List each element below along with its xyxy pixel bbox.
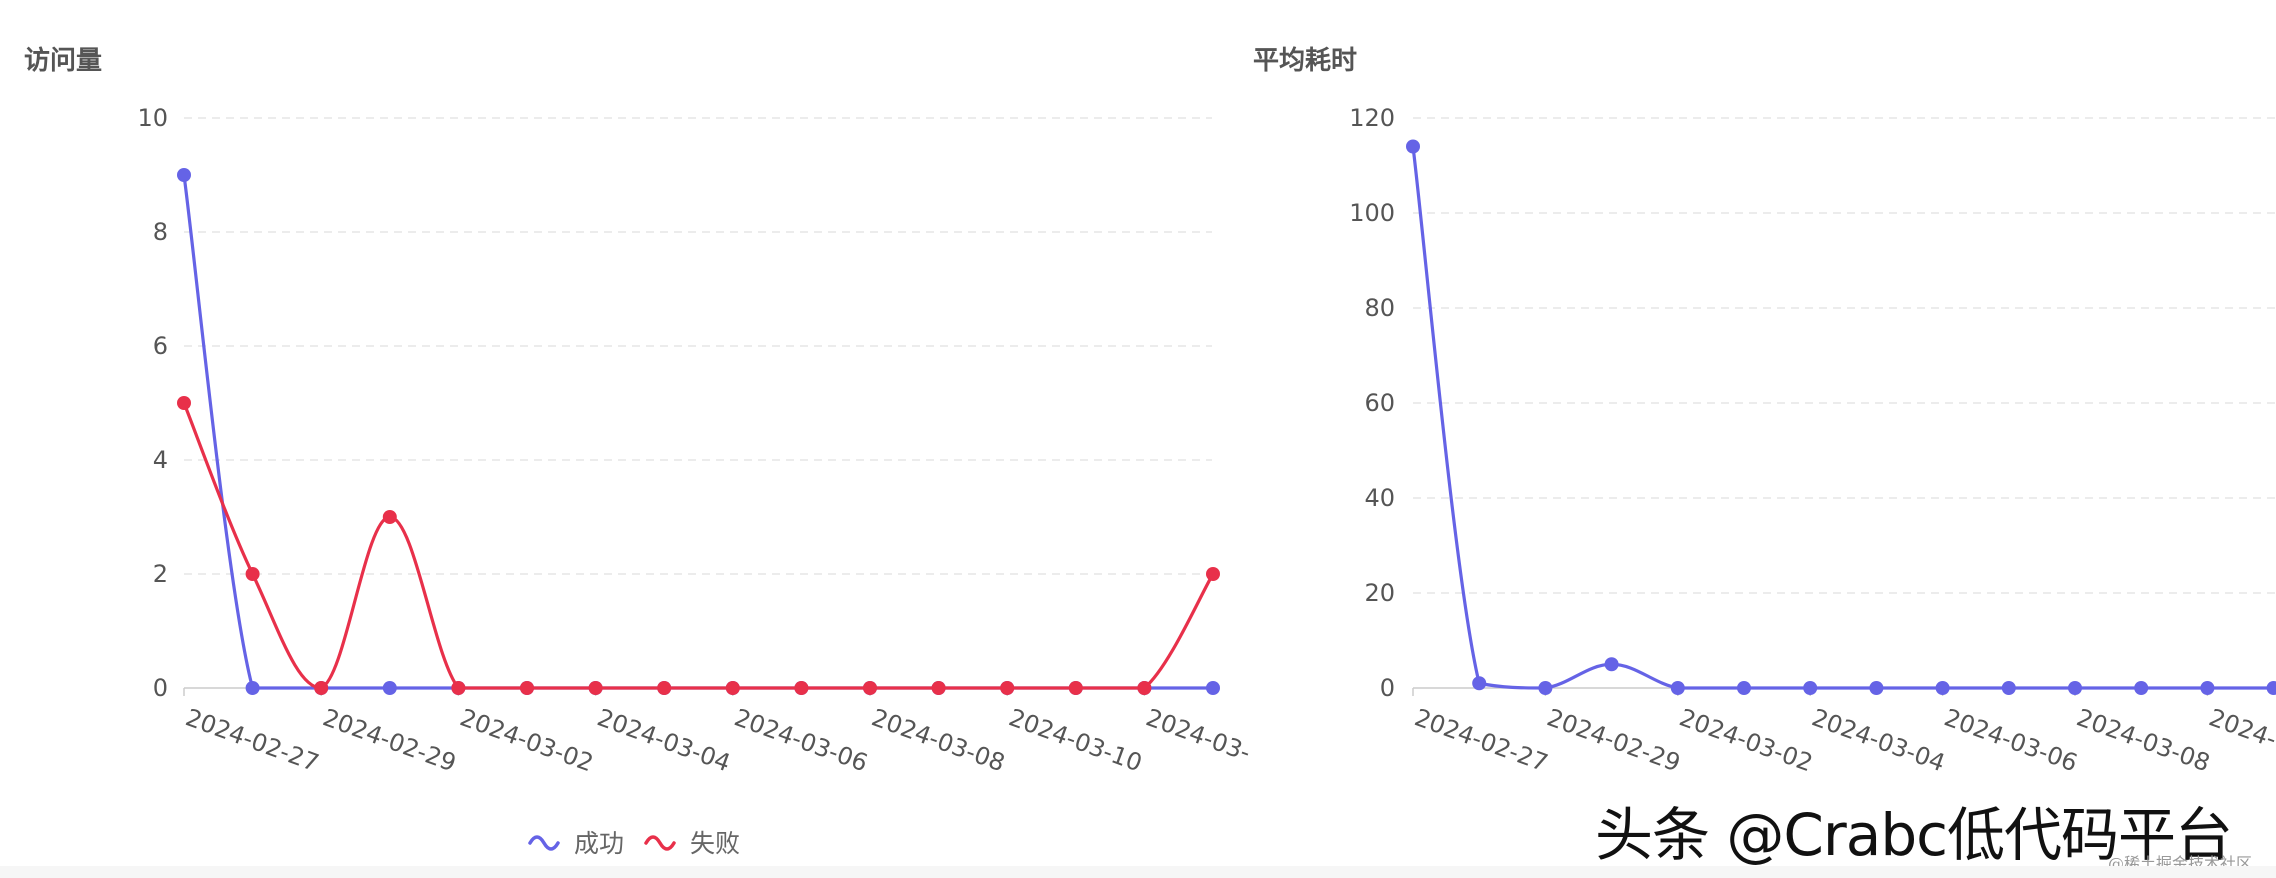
y-tick-label: 2: [153, 560, 168, 588]
data-point: [1803, 681, 1818, 695]
data-point: [1406, 139, 1420, 154]
series-line-primary: [182, 174, 1213, 690]
data-point: [1670, 681, 1685, 695]
x-tick-label: 2024-02-27: [182, 703, 323, 777]
data-point: [1137, 681, 1152, 695]
y-tick-label: 8: [153, 218, 168, 246]
bottom-band: [0, 866, 2276, 878]
data-point: [1206, 681, 1220, 695]
legend-swatch: [644, 835, 676, 851]
y-tick-label: 0: [153, 674, 168, 702]
x-tick-label: 2024-03-: [1142, 703, 1254, 767]
legend-label: 失败: [690, 829, 740, 858]
data-point: [451, 681, 466, 695]
data-point: [382, 510, 397, 524]
watermark-text: 头条 @Crabc低代码平台: [1595, 801, 2233, 869]
x-tick-label: 2024-03-08: [868, 703, 1009, 777]
legend-label: 成功: [574, 829, 624, 858]
y-tick-label: 4: [153, 446, 168, 474]
x-tick-label: 2024-02-29: [1543, 703, 1684, 777]
y-tick-label: 40: [1364, 484, 1395, 512]
data-point: [2001, 681, 2016, 695]
x-tick-label: 2024-: [2205, 703, 2276, 753]
data-point: [1604, 657, 1619, 672]
x-tick-label: 2024-03-04: [1808, 703, 1949, 777]
x-tick-label: 2024-03-04: [594, 703, 735, 777]
chart-avg-time: 0204060801001202024-02-272024-02-292024-…: [1349, 104, 2276, 777]
data-point: [1869, 681, 1884, 695]
x-tick-label: 2024-03-02: [456, 703, 597, 777]
data-point: [2266, 681, 2276, 695]
y-tick-label: 20: [1364, 579, 1395, 607]
chart-title-avg-time: 平均耗时: [1253, 46, 1358, 76]
x-tick-label: 2024-02-29: [319, 703, 460, 777]
data-point: [794, 681, 809, 695]
x-tick-label: 2024-03-10: [1005, 703, 1146, 777]
data-point: [245, 681, 260, 695]
x-tick-label: 2024-02-27: [1411, 703, 1552, 777]
data-point: [2200, 681, 2215, 695]
y-tick-label: 60: [1364, 389, 1395, 417]
data-point: [1206, 567, 1220, 581]
y-tick-label: 80: [1364, 294, 1395, 322]
data-point: [1000, 681, 1015, 695]
data-point: [520, 681, 534, 695]
data-point: [1472, 676, 1487, 691]
data-point: [1068, 681, 1083, 695]
data-point: [1737, 681, 1751, 695]
x-tick-label: 2024-03-08: [2073, 703, 2214, 777]
data-point: [931, 681, 946, 695]
data-point: [657, 681, 672, 695]
data-point: [725, 681, 740, 695]
y-tick-label: 0: [1380, 674, 1395, 702]
data-point: [177, 396, 191, 410]
x-tick-label: 2024-03-06: [1941, 703, 2082, 777]
y-tick-label: 6: [153, 332, 168, 360]
x-tick-label: 2024-03-02: [1676, 703, 1817, 777]
legend-swatch: [528, 835, 560, 851]
data-point: [245, 567, 260, 581]
data-point: [314, 681, 329, 695]
data-point: [2068, 681, 2082, 695]
series-line-secondary: [182, 402, 1215, 690]
data-point: [382, 681, 397, 695]
data-point: [177, 168, 191, 182]
series-line-primary: [1411, 146, 2274, 690]
chart-visits: 02468102024-02-272024-02-292024-03-02202…: [137, 104, 1254, 858]
data-point: [2134, 681, 2149, 695]
legend: 成功 失败: [528, 829, 740, 858]
y-tick-label: 120: [1349, 104, 1395, 132]
y-tick-label: 100: [1349, 199, 1395, 227]
data-point: [863, 681, 877, 695]
data-point: [1538, 681, 1553, 695]
x-tick-label: 2024-03-06: [731, 703, 872, 777]
data-point: [588, 681, 603, 695]
chart-title-visits: 访问量: [24, 46, 103, 76]
y-tick-label: 10: [137, 104, 168, 132]
data-point: [1935, 681, 1950, 695]
